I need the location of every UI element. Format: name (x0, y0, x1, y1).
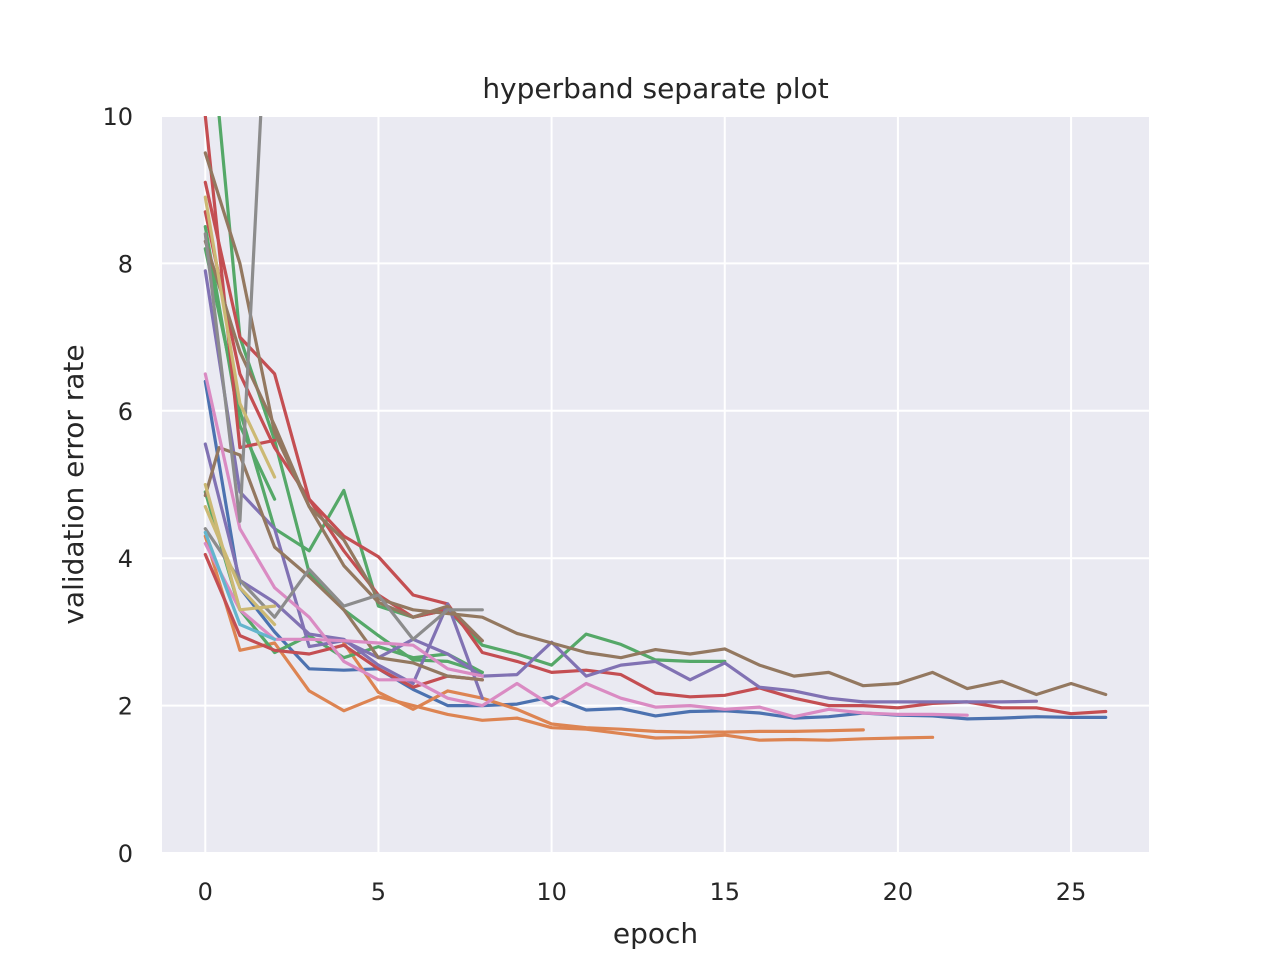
series-line-6 (203, 490, 484, 675)
x-tick-label: 25 (1056, 878, 1087, 906)
x-axis-ticks: 0 5 10 15 20 25 (198, 878, 1087, 906)
series-line-19 (203, 116, 263, 523)
plot-background (162, 116, 1149, 853)
y-tick-label: 10 (102, 103, 133, 131)
series-line-14 (203, 151, 1108, 697)
y-tick-label: 2 (118, 693, 133, 721)
series-line-24 (203, 530, 277, 641)
x-tick-label: 5 (371, 878, 386, 906)
series-line-1 (203, 379, 1108, 721)
series-line-4 (203, 225, 277, 501)
series-group (203, 116, 1108, 742)
grid-lines (162, 115, 1149, 854)
series-line-11 (203, 552, 484, 689)
x-axis-label: epoch (613, 917, 698, 950)
y-tick-label: 6 (118, 398, 133, 426)
x-tick-label: 20 (883, 878, 914, 906)
x-tick-label: 15 (709, 878, 740, 906)
x-tick-label: 0 (198, 878, 213, 906)
series-line-3 (342, 641, 865, 734)
series-line-21 (203, 195, 277, 479)
x-tick-label: 10 (536, 878, 567, 906)
y-tick-label: 8 (118, 250, 133, 278)
series-line-15 (203, 446, 484, 682)
series-line-23 (203, 505, 277, 627)
series-line-20 (203, 527, 484, 641)
y-axis-ticks: 0 2 4 6 8 10 (102, 103, 133, 868)
y-tick-label: 4 (118, 545, 133, 573)
series-line-16 (203, 239, 484, 643)
series-line-18 (203, 541, 484, 678)
series-line-2 (203, 534, 935, 742)
series-line-17 (203, 372, 969, 719)
chart-title: hyperband separate plot (482, 72, 828, 105)
y-axis-label: validation error rate (57, 344, 90, 624)
y-tick-label: 0 (118, 840, 133, 868)
series-line-9 (203, 116, 277, 450)
series-line-22 (203, 482, 277, 612)
